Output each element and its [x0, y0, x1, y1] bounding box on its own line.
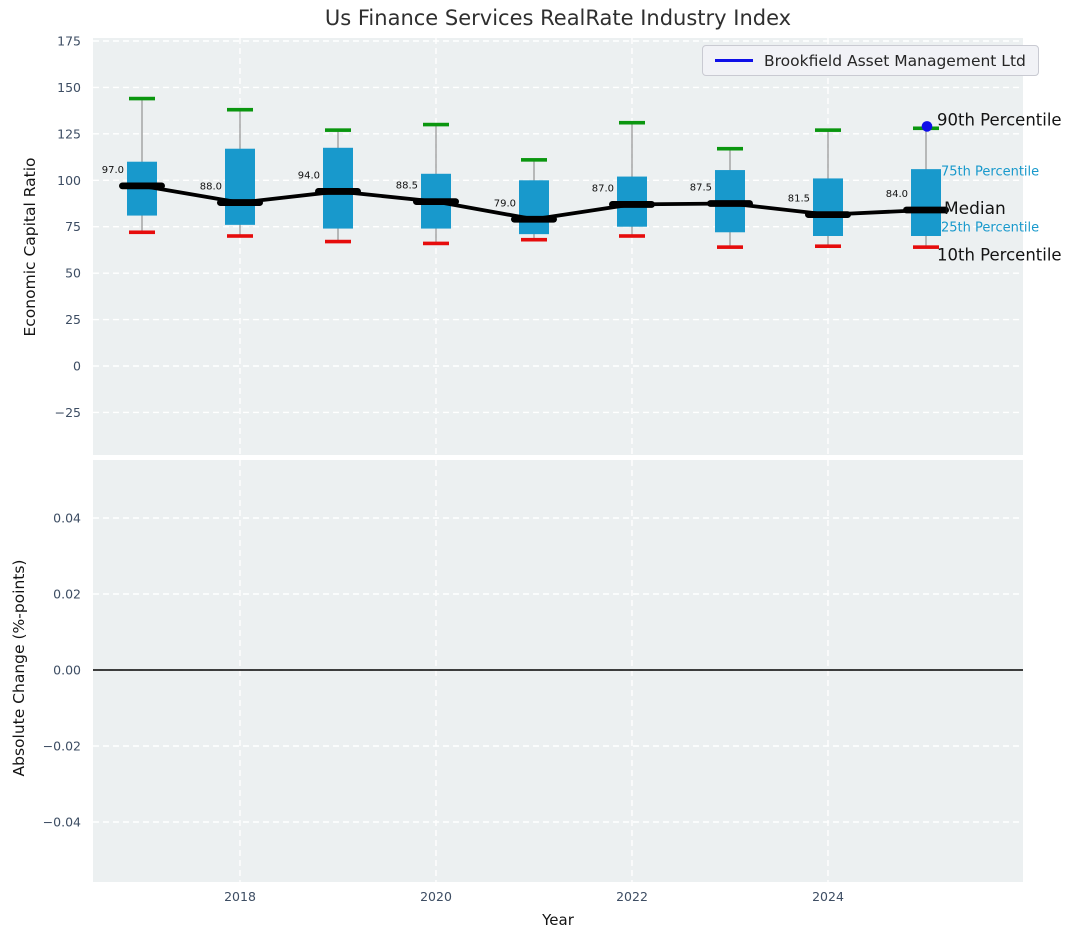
median-bar: [707, 200, 753, 207]
p10-cap: [227, 234, 253, 238]
p90-cap: [325, 128, 351, 132]
top-plot-background: [93, 38, 1023, 455]
iqr-box: [225, 148, 255, 225]
annotation-75th-percentile: 75th Percentile: [941, 164, 1040, 180]
y-tick-label: −25: [55, 405, 81, 420]
median-bar: [805, 211, 851, 219]
p90-cap: [227, 107, 253, 112]
y-tick-label: 150: [57, 80, 81, 95]
y-tick-label: 75: [65, 219, 81, 234]
p10-cap: [913, 245, 939, 249]
median-value-label: 97.0: [102, 165, 124, 176]
p10-cap: [423, 241, 449, 246]
median-bar: [315, 188, 361, 195]
median-value-label: 94.0: [298, 170, 320, 181]
median-value-label: 88.0: [200, 182, 222, 193]
y-tick-label: 0.04: [53, 511, 81, 526]
y-tick-label: 0.02: [53, 587, 81, 602]
p10-cap: [521, 237, 547, 242]
median-bar: [609, 201, 655, 208]
x-tick-label: 2022: [616, 889, 648, 904]
median-bar: [217, 199, 263, 206]
p90-cap: [717, 146, 743, 151]
p90-cap: [129, 96, 155, 101]
p10-cap: [129, 230, 155, 235]
y-tick-label: 50: [65, 266, 81, 281]
bottom-plot-background: [93, 460, 1023, 882]
y-tick-label: 125: [57, 126, 81, 141]
p10-cap: [815, 244, 841, 249]
median-value-label: 84.0: [886, 189, 908, 200]
median-bar: [119, 182, 165, 190]
p90-cap: [521, 158, 547, 162]
median-value-label: 87.5: [690, 182, 712, 193]
y-tick-label: 100: [57, 173, 81, 188]
y-tick-label: −0.02: [43, 739, 81, 754]
annotation-25th-percentile: 25th Percentile: [941, 220, 1040, 236]
iqr-box: [519, 180, 549, 235]
p10-cap: [619, 234, 645, 238]
p10-cap: [717, 245, 743, 249]
annotation-90th-percentile: 90th Percentile: [937, 110, 1062, 130]
p90-cap: [815, 128, 841, 132]
chart-title: Us Finance Services RealRate Industry In…: [324, 6, 792, 30]
x-tick-label: 2020: [420, 889, 452, 904]
p90-cap: [423, 122, 449, 127]
median-value-label: 87.0: [592, 183, 614, 194]
brookfield-point: [921, 121, 933, 132]
y-tick-label: 0.00: [53, 663, 81, 678]
top-y-axis-label: Economic Capital Ratio: [21, 157, 39, 337]
x-axis-label: Year: [542, 911, 574, 929]
median-bar: [903, 206, 949, 214]
legend: Brookfield Asset Management Ltd: [702, 45, 1039, 76]
annotation-10th-percentile: 10th Percentile: [937, 245, 1062, 265]
median-bar: [511, 215, 557, 223]
median-value-label: 88.5: [396, 181, 418, 192]
x-tick-label: 2024: [812, 889, 844, 904]
median-bar: [413, 198, 459, 206]
iqr-box: [813, 178, 843, 236]
x-tick-label: 2018: [224, 889, 256, 904]
median-value-label: 79.0: [494, 198, 516, 209]
p90-cap: [619, 120, 645, 125]
annotation-median: Median: [944, 199, 1006, 219]
p10-cap: [325, 239, 351, 244]
y-tick-label: 175: [57, 34, 81, 49]
median-value-label: 81.5: [788, 194, 810, 205]
y-tick-label: −0.04: [43, 815, 81, 830]
legend-line-swatch: [715, 59, 753, 62]
y-tick-label: 0: [73, 358, 81, 373]
y-tick-label: 25: [65, 312, 81, 327]
iqr-box: [911, 169, 941, 236]
bottom-y-axis-label: Absolute Change (%-points): [10, 559, 28, 777]
legend-label: Brookfield Asset Management Ltd: [764, 51, 1026, 70]
